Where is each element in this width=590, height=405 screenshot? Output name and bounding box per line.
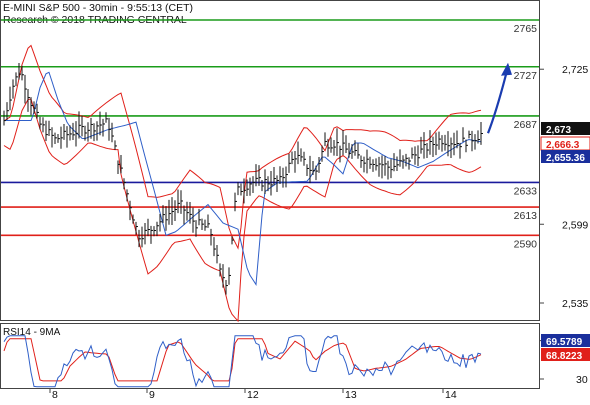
y-tick-2,599: 2,599 (562, 219, 588, 231)
x-tick-12: 12 (247, 389, 259, 400)
level-label-2687: 2687 (514, 119, 538, 131)
value-box-blue (541, 150, 590, 163)
rsi-box-label-red: 68.8223 (546, 351, 583, 362)
rsi-tick-30: 30 (576, 374, 588, 386)
value-box-label-last: 2,673 (546, 125, 571, 136)
main-panel-frame (0, 0, 540, 321)
rsi-line (3, 335, 482, 388)
x-tick-13: 13 (345, 389, 357, 400)
rsi-box-red (541, 348, 590, 361)
x-tick-14: 14 (445, 389, 457, 400)
rsi-box-label-blue: 69.5789 (546, 337, 583, 348)
y-tick-2,725: 2,725 (562, 64, 588, 76)
level-label-2590: 2590 (514, 238, 538, 250)
level-label-2613: 2613 (514, 210, 538, 222)
value-box-label-red: 2,666.3 (546, 140, 580, 151)
level-label-2765: 2765 (514, 23, 538, 35)
rsi-panel-frame (0, 323, 540, 389)
rsi-box-blue (541, 334, 590, 347)
chart-title: E-MINI S&P 500 - 30min - 9:55:13 (CET) (3, 2, 193, 14)
x-tick-9: 9 (149, 389, 155, 400)
x-tick-8: 8 (52, 389, 58, 400)
bollinger-upper (3, 44, 482, 250)
projection-arrowhead (501, 62, 512, 76)
value-box-label-blue: 2,655.36 (546, 153, 585, 164)
y-tick-2,535: 2,535 (562, 298, 588, 310)
value-box-last (541, 122, 590, 135)
bollinger-lower (3, 98, 482, 323)
level-label-2727: 2727 (514, 70, 538, 82)
rsi-title: RSI14 - 9MA (3, 327, 61, 338)
level-label-2633: 2633 (514, 185, 538, 197)
